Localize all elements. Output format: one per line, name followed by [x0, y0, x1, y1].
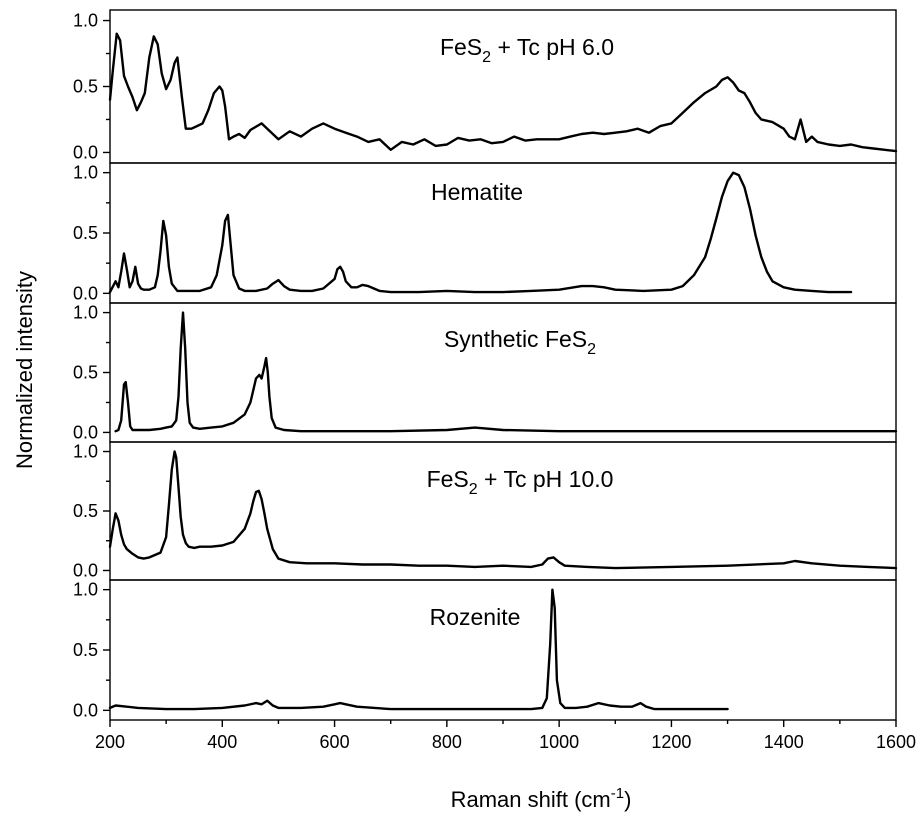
panel-label: Rozenite: [430, 604, 521, 630]
spectrum-line-5: [108, 588, 729, 711]
panel-label-main: FeS: [440, 34, 482, 60]
x-tick-label: 1400: [764, 732, 804, 752]
x-tick-label: 200: [95, 732, 125, 752]
x-tick-label: 1600: [876, 732, 916, 752]
panel-label-rest: + Tc pH 10.0: [478, 466, 614, 492]
x-tick-label: 1200: [651, 732, 691, 752]
panel-label-sub: 2: [482, 49, 491, 66]
spectrum-line-4: [108, 450, 898, 570]
panel-frame: [109, 9, 897, 164]
y-tick-label: 1.0: [73, 11, 98, 31]
y-tick-label: 0.5: [73, 640, 98, 660]
y-tick-label: 0.0: [73, 422, 98, 442]
spectrum-line-1: [108, 32, 898, 153]
x-tick-label: 800: [432, 732, 462, 752]
panel-3: 0.0 0.5 1.0 Synthetic FeS2: [73, 302, 898, 443]
panel-label-sub: 2: [469, 481, 478, 498]
panel-label-sub: 2: [587, 341, 596, 358]
y-tick-label: 0.0: [73, 283, 98, 303]
y-tick-label: 0.5: [73, 363, 98, 383]
y-tick-label: 0.5: [73, 501, 98, 521]
panel-4: 0.0 0.5 1.0 FeS2 + Tc pH 10.0: [73, 441, 898, 581]
y-tick-label: 1.0: [73, 442, 98, 462]
panel-frame: [109, 302, 897, 443]
y-tick-label: 0.5: [73, 223, 98, 243]
panel-label: Synthetic FeS2: [444, 326, 596, 358]
panel-label-main: Rozenite: [430, 604, 521, 630]
panel-frame: [109, 579, 897, 721]
y-tick-label: 0.0: [73, 560, 98, 580]
y-tick-label: 0.0: [73, 700, 98, 720]
spectrum-line-3: [114, 311, 898, 433]
panel-label: Hematite: [431, 179, 523, 205]
x-axis-title-sup: -1: [611, 785, 624, 802]
panel-label: FeS2 + Tc pH 10.0: [427, 466, 614, 498]
y-tick-label: 1.0: [73, 303, 98, 323]
panel-label: FeS2 + Tc pH 6.0: [440, 34, 614, 66]
panel-label-main: Synthetic FeS: [444, 326, 587, 352]
y-tick-label: 0.0: [73, 142, 98, 162]
panel-1: 0.0 0.5 1.0 FeS2 + Tc pH 6.0: [73, 9, 898, 164]
panel-frame: [109, 441, 897, 581]
y-tick-label: 1.0: [73, 580, 98, 600]
x-axis: 200 400 600 800 1000 1200 1400 1600: [95, 720, 916, 752]
y-axis-title: Normalized intensity: [12, 271, 37, 469]
x-axis-title-end: ): [624, 787, 631, 812]
panel-label-rest: + Tc pH 6.0: [491, 34, 614, 60]
panel-label-main: FeS: [427, 466, 469, 492]
panel-5: 0.0 0.5 1.0 Rozenite: [73, 579, 897, 721]
x-axis-title: Raman shift (cm-1): [451, 785, 632, 812]
panel-label-main: Hematite: [431, 179, 523, 205]
y-tick-label: 0.5: [73, 77, 98, 97]
x-tick-label: 600: [320, 732, 350, 752]
spectrum-line-2: [108, 171, 853, 294]
panel-2: 0.0 0.5 1.0 Hematite: [73, 162, 897, 304]
y-tick-label: 1.0: [73, 163, 98, 183]
x-axis-title-main: Raman shift (cm: [451, 787, 611, 812]
x-tick-label: 400: [207, 732, 237, 752]
x-tick-label: 1000: [539, 732, 579, 752]
